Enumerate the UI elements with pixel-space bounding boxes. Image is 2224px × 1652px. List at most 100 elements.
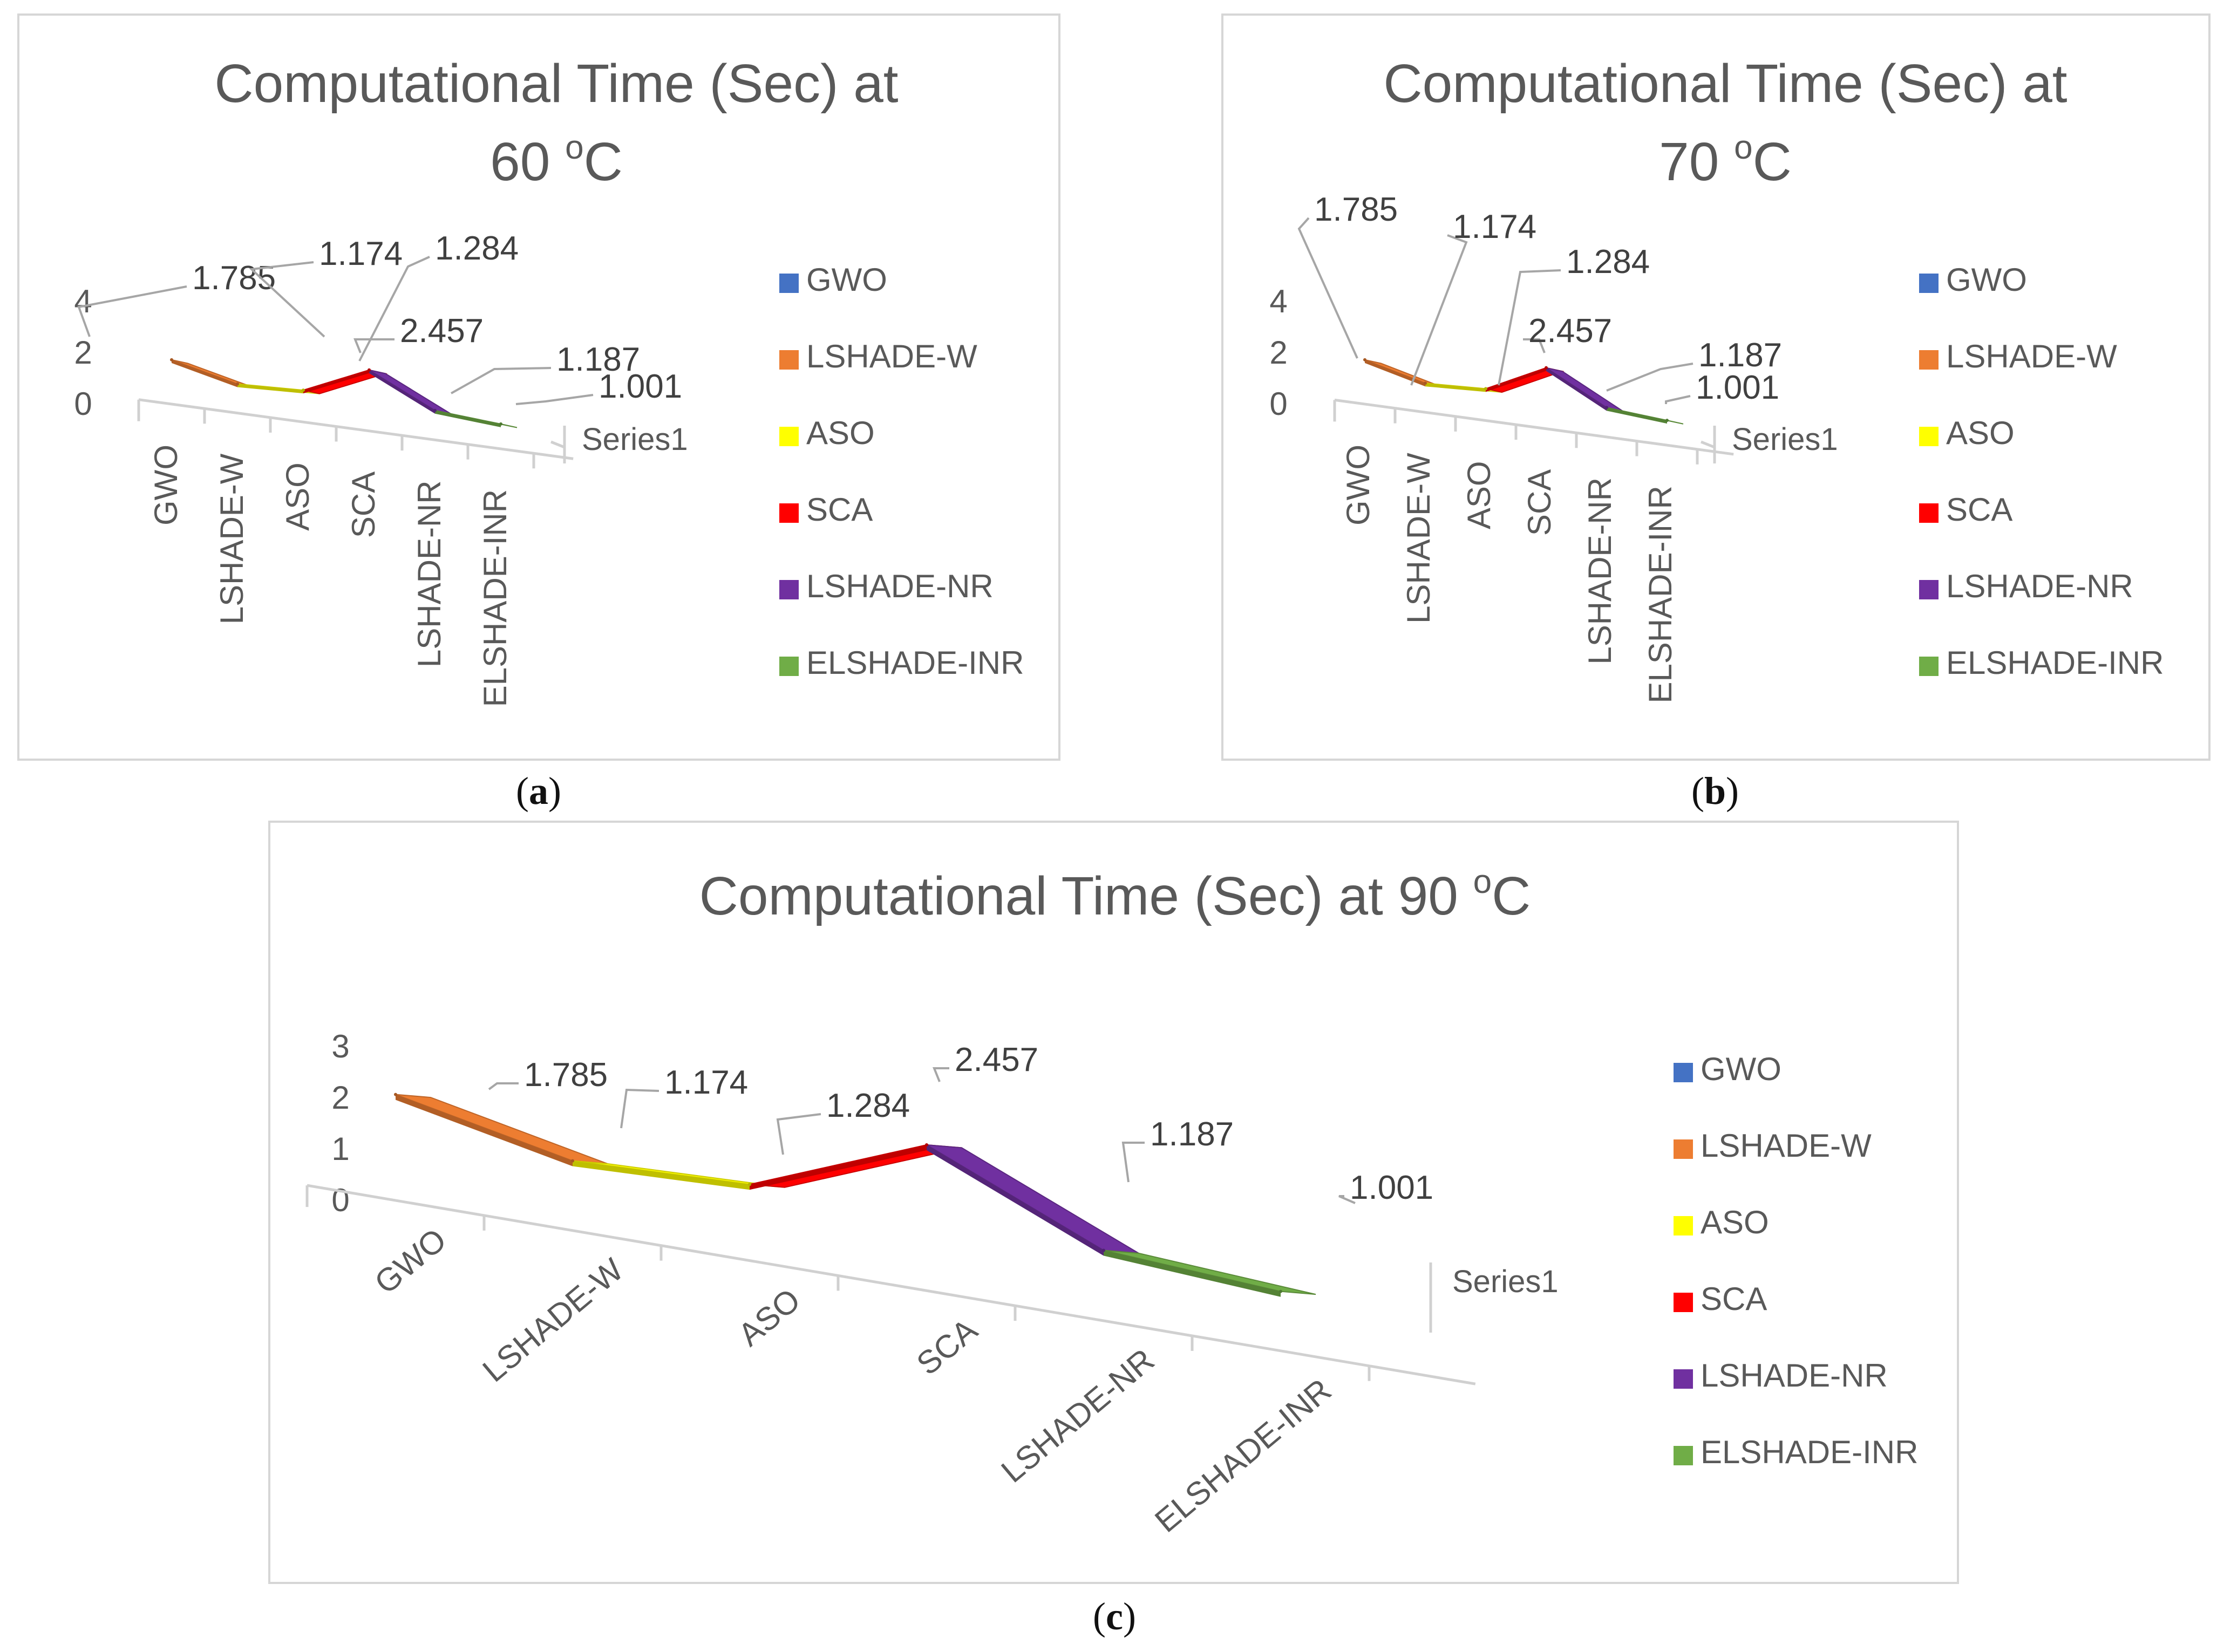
depth-axis-label: Series1 bbox=[1732, 422, 1838, 457]
data-label: 1.187 bbox=[556, 341, 640, 378]
legend-swatch-aso bbox=[779, 427, 799, 446]
data-label-leader bbox=[1523, 338, 1546, 353]
line-segment-edge bbox=[1486, 367, 1546, 392]
x-tick-label: GWO bbox=[1340, 445, 1376, 525]
data-label-leader bbox=[515, 394, 594, 405]
legend-label: LSHADE-W bbox=[1946, 338, 2117, 374]
y-tick-label: 4 bbox=[1269, 283, 1287, 319]
legend-label: LSHADE-NR bbox=[1701, 1357, 1888, 1394]
legend-label: LSHADE-NR bbox=[1946, 568, 2133, 604]
y-tick-label: 0 bbox=[1269, 386, 1287, 422]
chart-title-line1: Computational Time (Sec) at bbox=[1383, 53, 2067, 114]
chart-svg-b: Computational Time (Sec) at 70 oC 0 2 4 Serie… bbox=[1269, 53, 2164, 704]
depth-axis-label: Series1 bbox=[582, 422, 688, 457]
data-point bbox=[1605, 406, 1608, 409]
legend-swatch-aso bbox=[1919, 427, 1939, 446]
line-segment-edge bbox=[1425, 383, 1486, 392]
legend-label: ASO bbox=[1701, 1204, 1769, 1240]
data-label-leader bbox=[1665, 395, 1691, 404]
legend-swatch-lshade-w bbox=[779, 350, 799, 370]
legend-swatch-lshade-nr bbox=[1674, 1369, 1693, 1389]
y-tick-label: 2 bbox=[1269, 335, 1287, 371]
line-segment-edge bbox=[303, 370, 369, 394]
x-tick-label: SCA bbox=[1521, 469, 1558, 536]
data-label: 2.457 bbox=[955, 1041, 1038, 1078]
depth-axis-label: Series1 bbox=[1452, 1264, 1559, 1299]
legend-label: GWO bbox=[1701, 1051, 1781, 1087]
y-tick-label: 0 bbox=[331, 1182, 349, 1218]
data-label-leader bbox=[620, 1088, 659, 1129]
data-label: 1.187 bbox=[1698, 337, 1782, 374]
x-tick-label: LSHADE-NR bbox=[995, 1342, 1161, 1490]
legend-label: ASO bbox=[1946, 415, 2015, 451]
x-tick-label: LSHADE-NR bbox=[411, 480, 447, 667]
y-tick-label: 1 bbox=[331, 1131, 349, 1167]
data-label-leader bbox=[358, 256, 430, 361]
data-label: 1.284 bbox=[435, 230, 519, 267]
line-segment-lshade-nr bbox=[926, 1144, 1139, 1254]
data-label: 1.284 bbox=[1566, 243, 1650, 281]
data-label: 1.187 bbox=[1150, 1116, 1234, 1153]
legend-label: ELSHADE-INR bbox=[1701, 1434, 1918, 1470]
chart-title-sup: o bbox=[565, 129, 583, 166]
legend-swatch-lshade-w bbox=[1674, 1139, 1693, 1159]
legend-swatch-lshade-w bbox=[1919, 350, 1939, 370]
x-tick-label: ELSHADE-INR bbox=[1642, 486, 1678, 703]
data-label-leader bbox=[1121, 1142, 1145, 1183]
line-segment-edge bbox=[1607, 407, 1667, 424]
x-tick-label: LSHADE-W bbox=[214, 453, 250, 624]
chart-panel-a: Computational Time (Sec) at 60 oC 0 2 4 Serie… bbox=[17, 13, 1060, 761]
data-label: 2.457 bbox=[1528, 312, 1612, 350]
chart-title-unit: C bbox=[1753, 132, 1792, 192]
chart-title-line2: 60 bbox=[490, 132, 565, 192]
legend-swatch-elshade-inr bbox=[1919, 657, 1939, 676]
data-label-leader bbox=[353, 338, 395, 353]
data-point bbox=[302, 388, 305, 392]
x-tick-label: ASO bbox=[1461, 461, 1497, 529]
line-segment-edge bbox=[1104, 1250, 1281, 1297]
chart-panel-c: Computational Time (Sec) at 90 oC 0 1 2 3 Ser… bbox=[268, 821, 1959, 1584]
legend-label: ASO bbox=[806, 415, 875, 451]
y-tick-label: 0 bbox=[74, 386, 92, 422]
line-segment-lshade-nr bbox=[369, 369, 452, 415]
legend-swatch-sca bbox=[1674, 1293, 1693, 1312]
line-segment-edge bbox=[927, 1145, 1104, 1256]
chart-title-line1: Computational Time (Sec) at 90 bbox=[699, 866, 1473, 926]
legend-label: LSHADE-W bbox=[1701, 1128, 1872, 1164]
data-label-leader bbox=[1498, 269, 1561, 386]
legend-swatch-lshade-nr bbox=[779, 580, 799, 599]
legend-label: SCA bbox=[806, 491, 873, 528]
data-label: 1.284 bbox=[826, 1087, 910, 1124]
line-segment-edge bbox=[237, 384, 303, 394]
chart-title: Computational Time (Sec) at 90 oC bbox=[699, 863, 1531, 926]
y-tick-label: 3 bbox=[331, 1028, 349, 1064]
data-point bbox=[1665, 419, 1669, 422]
legend-label: SCA bbox=[1946, 491, 2012, 528]
legend-swatch-elshade-inr bbox=[779, 657, 799, 676]
panel-label-c: (c) bbox=[1093, 1595, 1136, 1638]
data-label-leader bbox=[933, 1067, 949, 1082]
y-tick-label: 2 bbox=[74, 335, 92, 371]
line-segment-edge bbox=[1365, 359, 1425, 387]
data-label-leader bbox=[77, 285, 187, 337]
legend-swatch-gwo bbox=[1674, 1063, 1693, 1082]
chart-title-sup: o bbox=[1473, 863, 1492, 900]
data-point bbox=[1545, 366, 1548, 370]
x-tick-label: SCA bbox=[910, 1312, 984, 1382]
line-segment-edge bbox=[435, 410, 501, 427]
legend-label: LSHADE-W bbox=[806, 338, 977, 374]
legend-swatch-gwo bbox=[779, 274, 799, 293]
data-label: 1.785 bbox=[1314, 191, 1398, 228]
data-label: 1.001 bbox=[1350, 1169, 1433, 1206]
data-point bbox=[571, 1159, 574, 1163]
data-point bbox=[1484, 387, 1487, 391]
y-tick-label: 2 bbox=[331, 1080, 349, 1116]
chart-svg-c: Computational Time (Sec) at 90 oC 0 1 2 3 Ser… bbox=[305, 863, 1918, 1539]
data-point bbox=[1363, 358, 1366, 361]
data-label: 2.457 bbox=[400, 312, 484, 350]
data-label: 1.001 bbox=[1696, 369, 1779, 406]
chart-title-unit: C bbox=[1492, 866, 1531, 926]
panel-label-b: (b) bbox=[1691, 769, 1739, 813]
line-segment-edge bbox=[750, 1145, 927, 1190]
data-point bbox=[1102, 1248, 1105, 1252]
